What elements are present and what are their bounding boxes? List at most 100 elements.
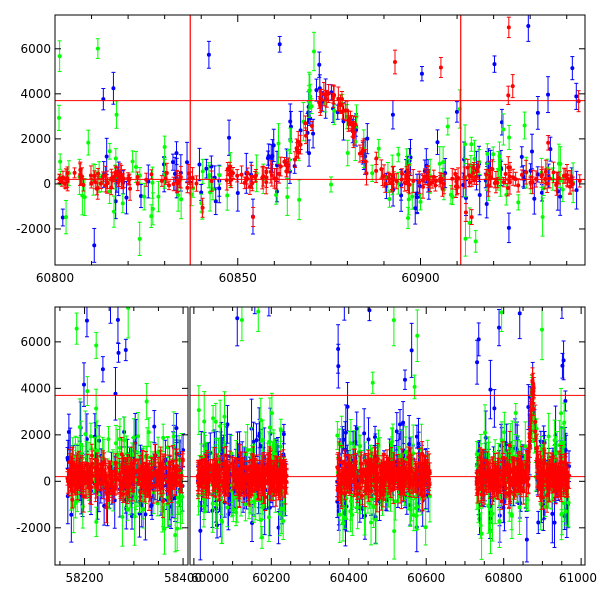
top-blue-point [314, 88, 319, 93]
top-blue-point [170, 160, 175, 165]
top-green-point [450, 194, 455, 199]
top-green-point [133, 164, 138, 169]
top-red-point [326, 91, 331, 96]
top-red-point [269, 173, 274, 178]
top-red-point [149, 172, 154, 177]
bottom-blue-point [497, 325, 502, 330]
bottom-blue-point [225, 422, 230, 427]
top-blue-point [174, 151, 179, 156]
bottom-red-point [105, 490, 110, 495]
top-ytick-label: 0 [43, 177, 51, 191]
top-green-point [285, 195, 290, 200]
top-red-point [576, 99, 581, 104]
top-blue-point [390, 112, 395, 117]
top-green-point [516, 200, 521, 205]
bottom-red-point [115, 476, 120, 481]
top-red-point [400, 171, 405, 176]
top-red-point [433, 179, 438, 184]
top-blue-point [235, 191, 240, 196]
bottom-green-point [125, 507, 130, 512]
top-red-point [261, 174, 266, 179]
bottom-blue-point [66, 430, 71, 435]
top-green-point [114, 112, 119, 117]
bottom-blue-point [336, 364, 341, 369]
top-red-point [103, 183, 108, 188]
top-red-point [516, 183, 521, 188]
top-green-point [176, 193, 181, 198]
top-green-point [410, 194, 415, 199]
bottom-red-point [85, 477, 90, 482]
top-red-point [404, 173, 409, 178]
top-red-point [570, 181, 575, 186]
top-red-point [224, 178, 229, 183]
top-blue-point [574, 94, 579, 99]
top-green-point [396, 152, 401, 157]
top-blue-point [104, 154, 109, 159]
bottom-red-point [173, 483, 178, 488]
top-blue-point [227, 135, 232, 140]
top-green-point [137, 236, 142, 241]
top-red-point [441, 181, 446, 186]
top-green-point [441, 160, 446, 165]
top-green-point [485, 151, 490, 156]
top-green-point [156, 194, 161, 199]
top-green-point [497, 154, 502, 159]
top-red-point [309, 123, 314, 128]
bottom-blue-point [517, 311, 522, 316]
top-red-point [115, 173, 120, 178]
top-red-point [89, 181, 94, 186]
top-red-point [407, 182, 412, 187]
top-blue-point [204, 166, 209, 171]
bottom-ytick-label: 0 [43, 474, 51, 488]
top-green-point [64, 215, 69, 220]
top-red-point [417, 180, 422, 185]
bottom-red-point [165, 479, 170, 484]
bottom-green-point [94, 519, 99, 524]
top-green-point [418, 199, 423, 204]
bottom-green-point [94, 343, 99, 348]
bottom-blue-point [414, 434, 419, 439]
top-green-point [149, 214, 154, 219]
top-blue-point [185, 160, 190, 165]
top-red-point [567, 184, 572, 189]
bottom-green-point [175, 495, 180, 500]
bottom-green-point [144, 399, 149, 404]
top-green-point [57, 54, 62, 59]
bottom-red-point [80, 472, 85, 477]
top-red-point [159, 178, 164, 183]
top-blue-point [113, 199, 118, 204]
top-ytick-label: -2000 [16, 222, 51, 236]
top-red-point [277, 171, 282, 176]
bottom-blue-point [550, 511, 555, 516]
top-green-point [473, 239, 478, 244]
top-plot-area [55, 15, 585, 265]
bottom-blue-point [152, 424, 157, 429]
top-red-point [503, 171, 508, 176]
top-blue-point [539, 190, 544, 195]
top-blue-point [277, 42, 282, 47]
bottom-red-point [70, 476, 75, 481]
bottom-blue-point [143, 512, 148, 517]
bottom-red-point [118, 482, 123, 487]
top-red-point [507, 180, 512, 185]
top-red-point [264, 175, 269, 180]
bottom-green-point [83, 432, 88, 437]
bottom-blue-point [536, 520, 541, 525]
top-red-point [392, 59, 397, 64]
top-red-point [543, 176, 548, 181]
top-blue-point [570, 66, 575, 71]
bottom-ytick-label: -2000 [16, 521, 51, 535]
top-green-point [107, 149, 112, 154]
bottom-red-point [138, 490, 143, 495]
bottom-green-point [117, 437, 122, 442]
bottom-red-point [155, 477, 160, 482]
top-green-point [560, 187, 565, 192]
top-blue-point [274, 189, 279, 194]
top-red-point [247, 184, 252, 189]
top-red-point [389, 180, 394, 185]
bottom-blue-point [397, 422, 402, 427]
top-red-point [530, 180, 535, 185]
top-red-point [484, 172, 489, 177]
top-red-point [467, 180, 472, 185]
top-red-point [78, 167, 83, 172]
